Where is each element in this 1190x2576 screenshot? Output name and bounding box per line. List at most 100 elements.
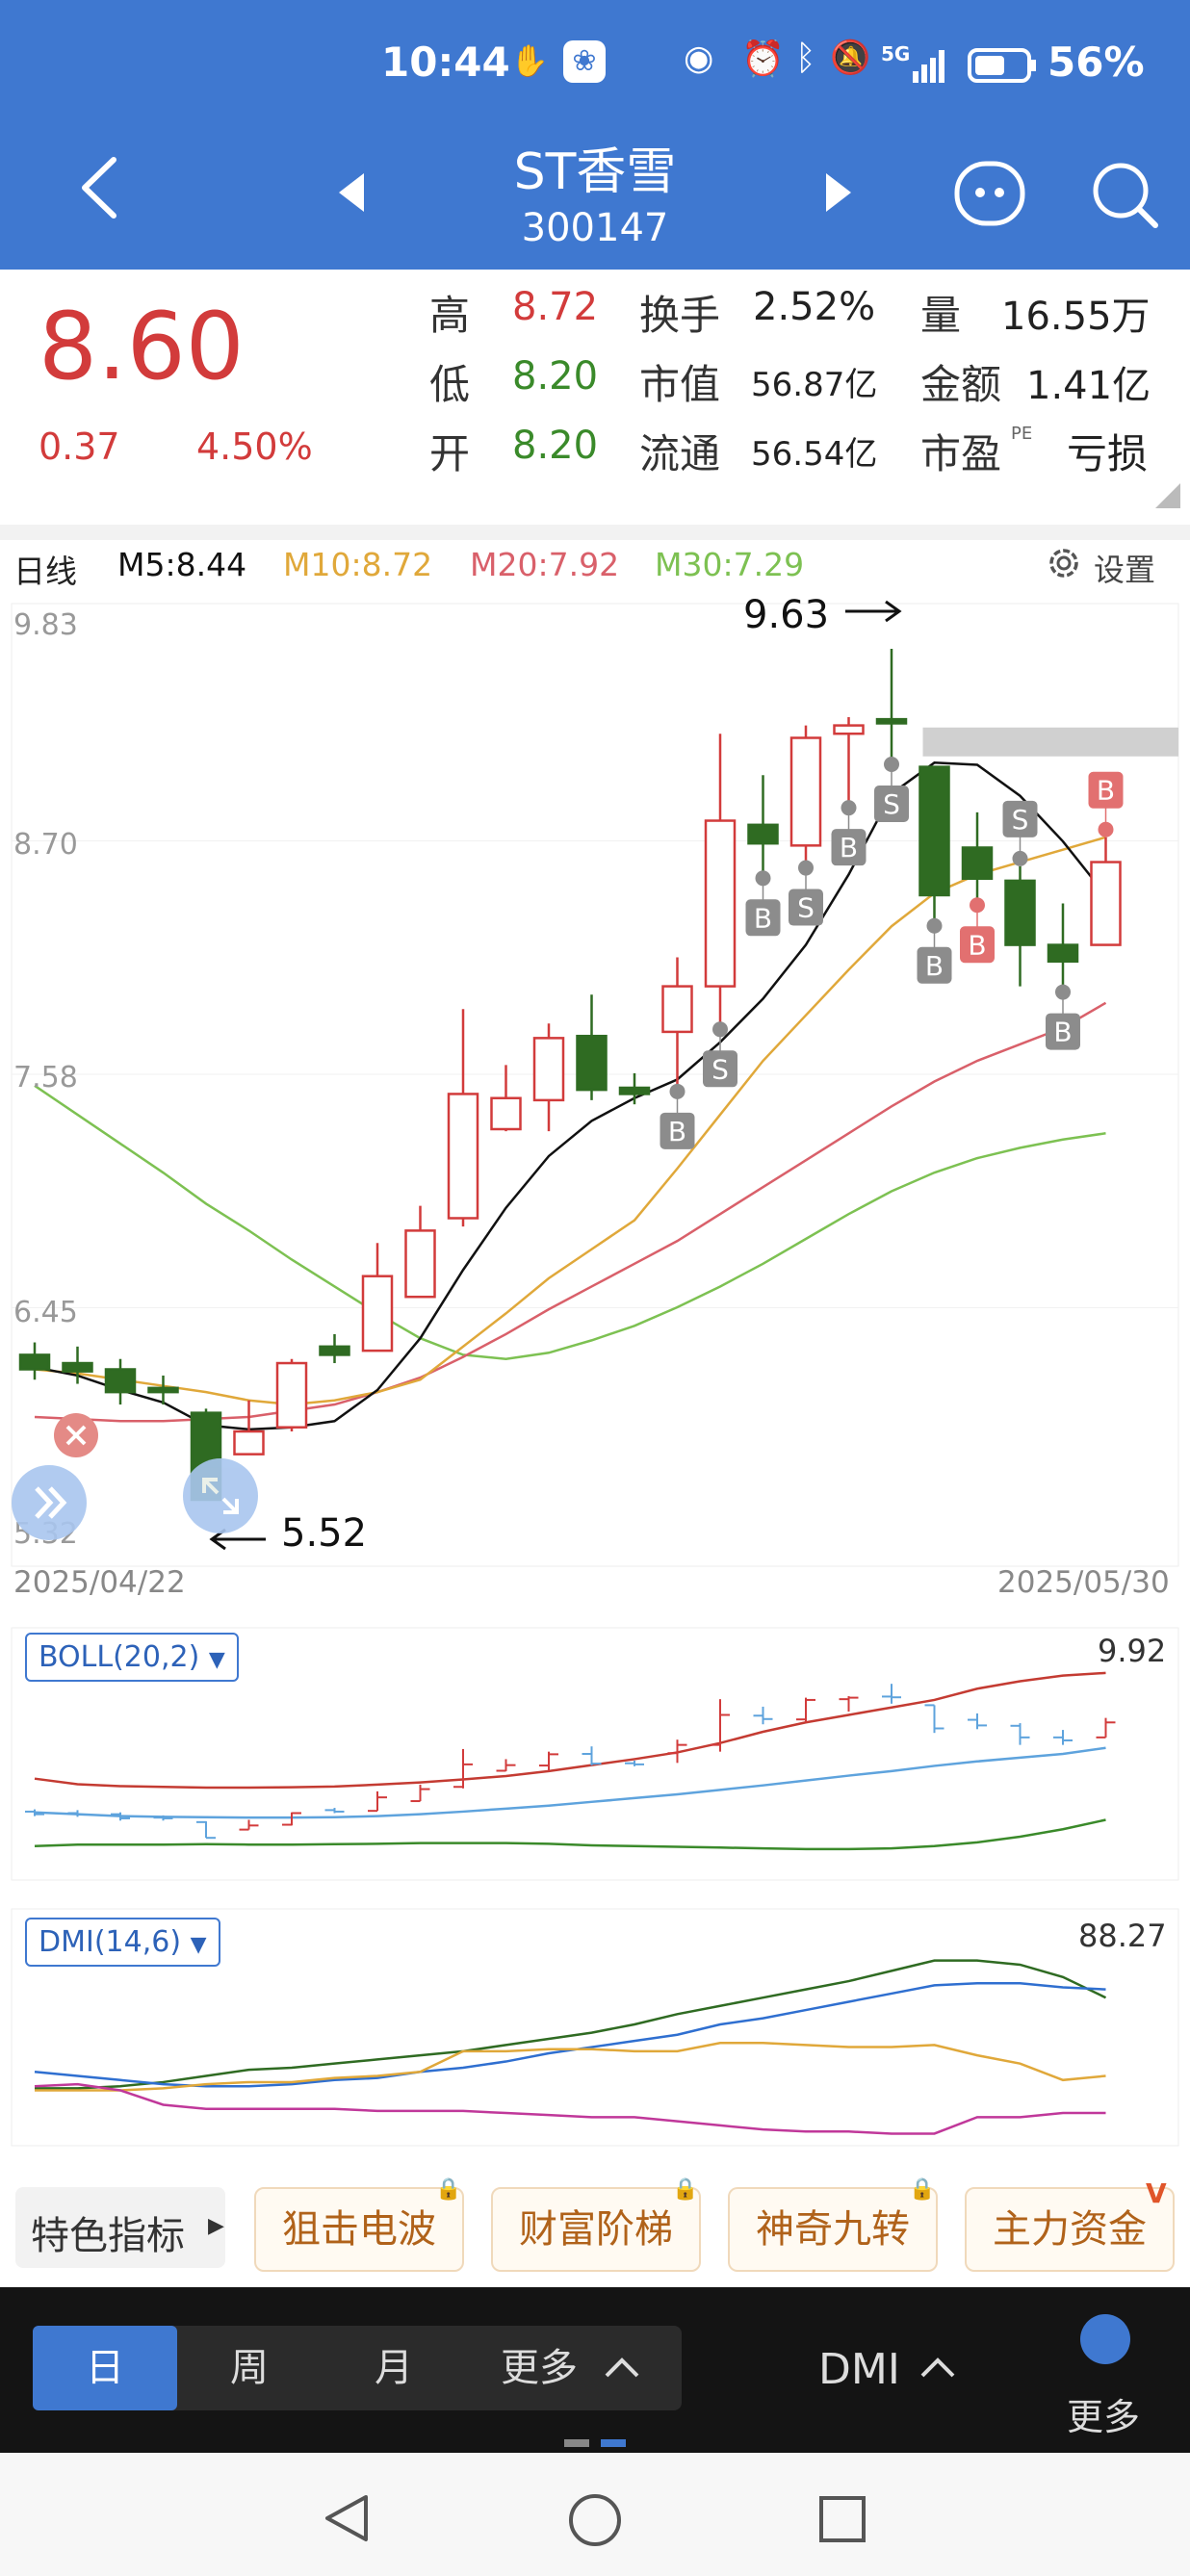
- chevron-down-icon: ▼: [190, 1933, 207, 1957]
- paw-icon: ❀: [563, 40, 606, 83]
- marker-dot: [798, 860, 814, 876]
- nav-recents-icon[interactable]: [816, 2493, 868, 2549]
- trade-marker-badge: [789, 889, 823, 926]
- candle-body: [961, 846, 994, 881]
- trade-marker-badge: [1002, 800, 1038, 837]
- nav-home-icon[interactable]: [566, 2491, 624, 2553]
- y-tick: 8.70: [13, 828, 78, 862]
- settings-icon[interactable]: [1044, 543, 1084, 587]
- open-label: 开: [429, 430, 471, 477]
- candle-body: [361, 1275, 394, 1352]
- candle-body: [1004, 879, 1036, 946]
- price-band: [922, 727, 1178, 757]
- feature-title: 特色指标: [31, 2214, 185, 2258]
- ma20-label: M20:7.92: [470, 546, 620, 583]
- trade-marker-badge: [917, 946, 952, 984]
- marker-dot: [755, 870, 771, 887]
- amount-value: 1.41亿: [1026, 364, 1151, 408]
- trade-marker-label: B: [925, 950, 944, 982]
- y-tick: 6.45: [13, 1296, 78, 1329]
- more-menu-icon[interactable]: [1080, 2314, 1130, 2364]
- candle-body: [1090, 861, 1122, 946]
- settings-button[interactable]: 设置: [1094, 552, 1156, 588]
- chat-icon[interactable]: [953, 160, 1026, 231]
- fullscreen-button[interactable]: [183, 1458, 258, 1533]
- low-value: 8.20: [512, 354, 599, 399]
- boll-indicator-select[interactable]: BOLL(20,2) ▼: [25, 1633, 239, 1682]
- candle-body: [576, 1034, 608, 1092]
- back-icon[interactable]: [75, 154, 123, 225]
- mute-icon: 🔕: [830, 39, 871, 77]
- hand-icon: ✋: [510, 42, 549, 79]
- ma10-label: M10:8.72: [283, 546, 433, 583]
- candle-body: [918, 765, 950, 897]
- trade-marker-badge: [660, 1112, 695, 1149]
- indicator-switch[interactable]: DMI: [818, 2345, 900, 2394]
- feature-sniper[interactable]: 狙击电波: [254, 2187, 464, 2272]
- turnover-label: 换手: [639, 292, 721, 339]
- trade-marker-badge: [745, 899, 781, 937]
- prev-stock-icon[interactable]: [337, 171, 366, 218]
- marker-dot: [970, 897, 985, 914]
- search-icon[interactable]: [1090, 160, 1161, 235]
- trade-marker-label: B: [1097, 775, 1115, 807]
- ma30-line: [34, 1084, 1106, 1360]
- eye-icon: ◉: [684, 39, 714, 78]
- candle-body: [532, 1037, 565, 1102]
- tab-more[interactable]: 更多: [501, 2346, 578, 2390]
- feature-indicators-button[interactable]: 特色指标 ▶: [15, 2187, 225, 2268]
- tab-month[interactable]: 月: [375, 2346, 413, 2390]
- y-tick: 9.83: [13, 608, 78, 642]
- ma10-line: [34, 836, 1106, 1406]
- status-time: 10:44: [381, 39, 510, 86]
- float-label: 流通: [639, 430, 721, 477]
- tab-day[interactable]: 日: [33, 2326, 177, 2410]
- nav-back-icon[interactable]: [320, 2491, 374, 2549]
- caret-right-icon: ▶: [208, 2214, 224, 2238]
- low-annotation: 5.52: [281, 1511, 368, 1556]
- boll-chart[interactable]: [0, 1620, 1190, 1890]
- high-label: 高: [429, 292, 471, 339]
- volume-label: 量: [920, 292, 962, 339]
- trade-marker-badge: [960, 926, 995, 964]
- trade-marker-label: B: [840, 832, 858, 863]
- trade-marker-badge: [831, 829, 867, 866]
- marker-dot: [1098, 821, 1114, 837]
- amount-label: 金额: [920, 361, 1002, 408]
- marker-dot: [841, 800, 857, 816]
- marker-dot: [712, 1021, 728, 1038]
- trade-marker-label: S: [883, 788, 900, 820]
- candle-body: [618, 1086, 651, 1095]
- pe-label: 市盈: [920, 430, 1002, 477]
- dmi-frame: [11, 1908, 1179, 2147]
- page-dot-active: [601, 2439, 626, 2447]
- expand-panel-button[interactable]: [12, 1465, 87, 1540]
- feature-label: 狙击电波: [282, 2207, 436, 2252]
- trade-marker-label: S: [711, 1053, 729, 1085]
- next-stock-icon[interactable]: [824, 171, 853, 218]
- candle-body: [704, 819, 737, 988]
- trade-marker-label: B: [968, 929, 986, 961]
- boll-line: [34, 1671, 1106, 1790]
- expand-corner-icon[interactable]: [1155, 483, 1180, 512]
- lock-icon: 🔒: [909, 2177, 936, 2202]
- dmi-chart[interactable]: [0, 1901, 1190, 2151]
- dmi-line: [34, 2082, 1106, 2135]
- chevron-down-icon: ▼: [208, 1648, 225, 1672]
- marker-dot: [1012, 850, 1028, 866]
- trade-marker-label: B: [754, 902, 772, 934]
- boll-line: [34, 1746, 1106, 1819]
- feature-wealth[interactable]: 财富阶梯: [491, 2187, 701, 2272]
- tab-week[interactable]: 周: [230, 2346, 269, 2390]
- sell-float-icon[interactable]: [54, 1413, 98, 1457]
- low-label: 低: [429, 361, 471, 408]
- y-tick: 7.58: [13, 1061, 78, 1095]
- candle-body: [747, 823, 779, 845]
- dmi-indicator-select[interactable]: DMI(14,6) ▼: [25, 1918, 220, 1967]
- dmi-line: [35, 1959, 1107, 2090]
- trade-marker-label: B: [1053, 1017, 1072, 1048]
- feature-capital[interactable]: 主力资金: [965, 2187, 1175, 2272]
- more-menu-button[interactable]: 更多: [1067, 2396, 1141, 2438]
- feature-nine[interactable]: 神奇九转: [728, 2187, 938, 2272]
